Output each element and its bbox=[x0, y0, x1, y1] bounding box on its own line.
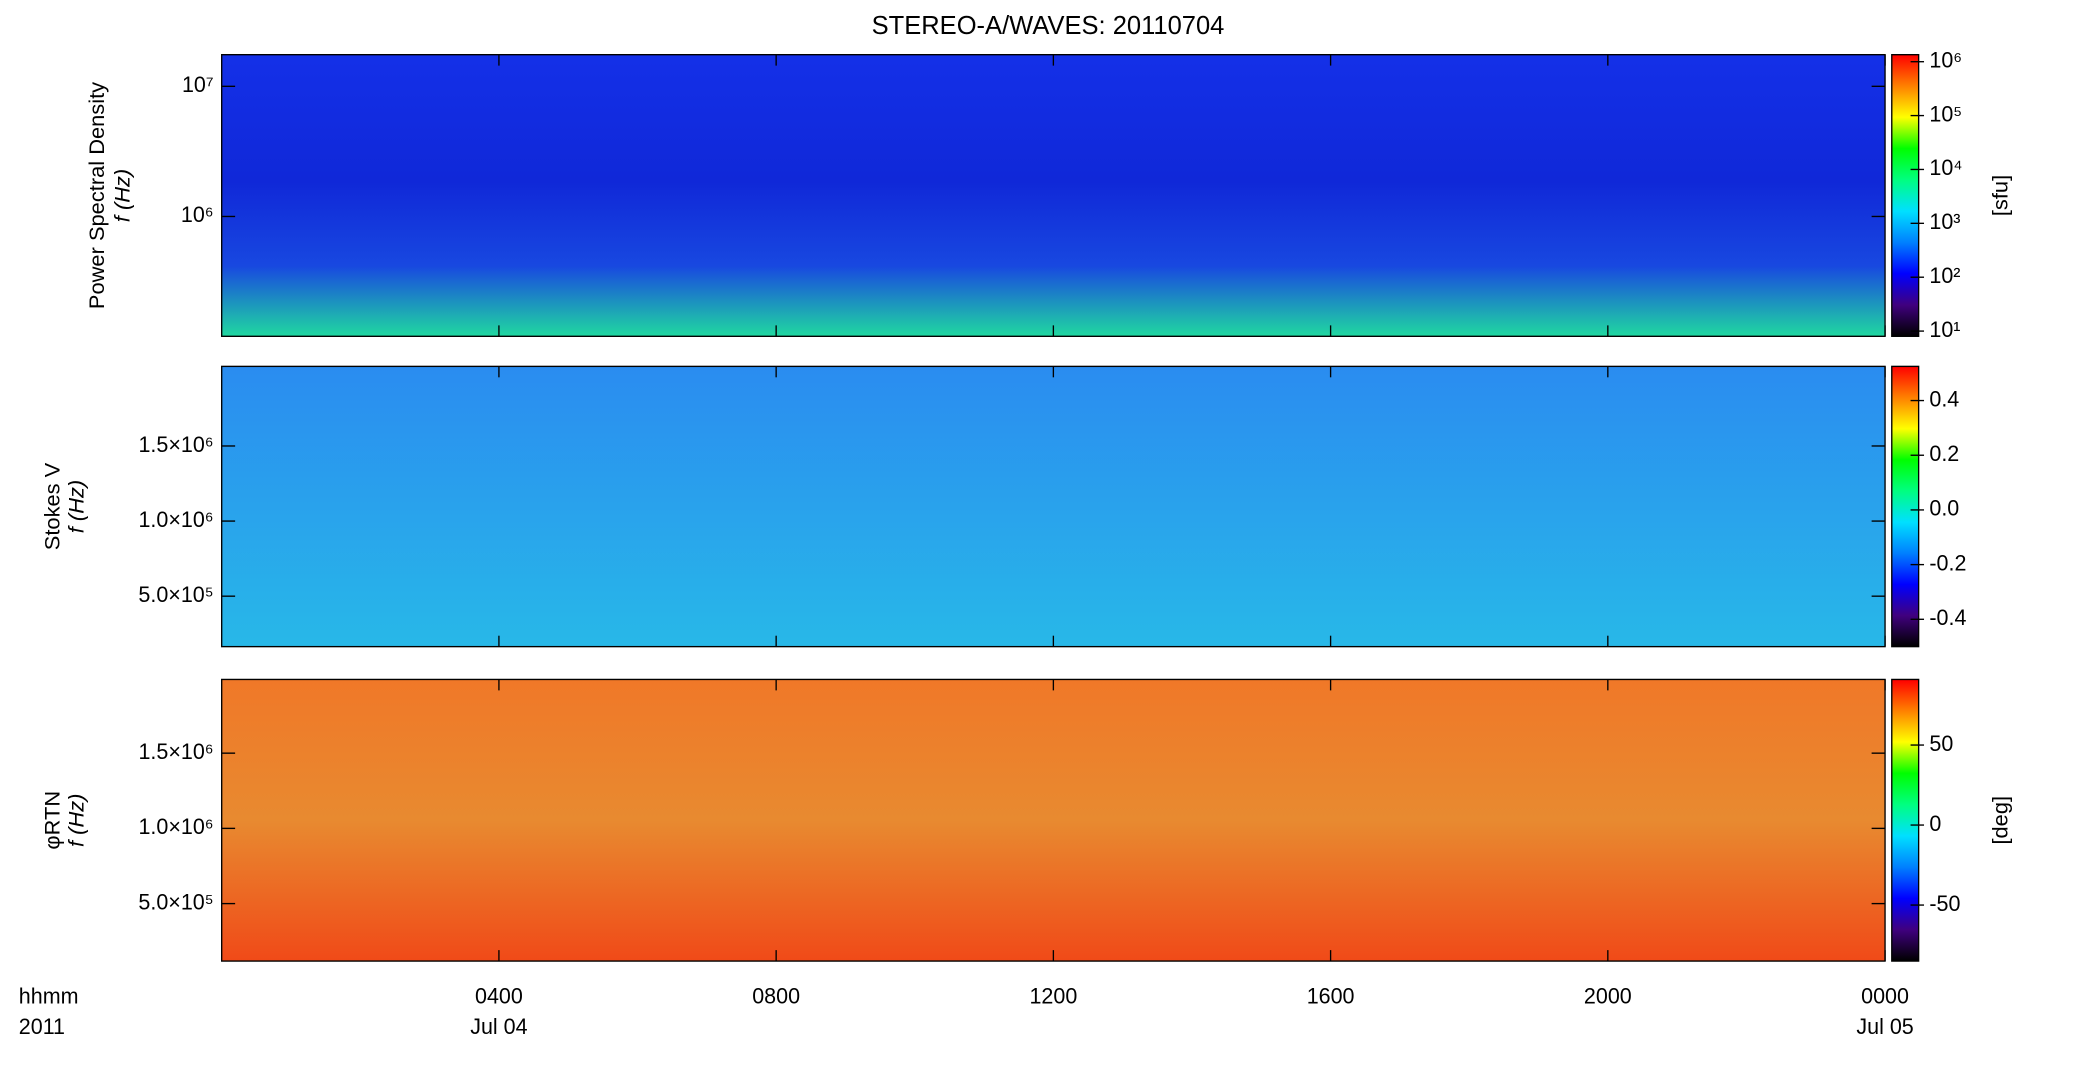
colorbar-label: [sfu] bbox=[1988, 175, 2013, 216]
x-axis-label: 2011 bbox=[19, 1014, 65, 1039]
y-tick-label: 10⁶ bbox=[181, 202, 214, 227]
y-axis-label: f (Hz) bbox=[109, 169, 134, 222]
colorbar bbox=[1891, 365, 1920, 648]
colorbar-label: [deg] bbox=[1988, 796, 2013, 845]
x-tick-label: 1200 bbox=[1029, 984, 1077, 1009]
chart-title: STEREO-A/WAVES: 20110704 bbox=[872, 12, 1225, 40]
y-tick-label: 1.0×10⁶ bbox=[138, 814, 213, 839]
y-axis-label: φRTN bbox=[40, 791, 65, 850]
colorbar bbox=[1891, 678, 1920, 962]
y-tick-label: 1.0×10⁶ bbox=[138, 507, 213, 532]
colorbar-tick-label: 0.2 bbox=[1929, 441, 1959, 466]
colorbar-tick-label: 10⁶ bbox=[1929, 47, 1962, 72]
x-tick-label: 0000 bbox=[1861, 984, 1909, 1009]
x-tick-label: 1600 bbox=[1307, 984, 1355, 1009]
colorbar bbox=[1891, 53, 1920, 337]
colorbar-tick-label: -0.2 bbox=[1929, 550, 1966, 575]
colorbar-tick-label: 10⁵ bbox=[1929, 101, 1962, 126]
colorbar-tick-label: 0.4 bbox=[1929, 386, 1959, 411]
spectrogram bbox=[221, 54, 1886, 337]
y-tick-label: 1.5×10⁶ bbox=[138, 739, 213, 764]
y-tick-label: 1.5×10⁶ bbox=[138, 432, 213, 457]
colorbar-tick-label: 0 bbox=[1929, 811, 1941, 836]
colorbar-tick-label: 0.0 bbox=[1929, 496, 1959, 521]
spectrogram bbox=[221, 366, 1886, 647]
x-date-label: Jul 04 bbox=[470, 1014, 527, 1039]
colorbar-tick-label: 50 bbox=[1929, 731, 1953, 756]
y-tick-label: 5.0×10⁵ bbox=[138, 889, 213, 914]
x-tick-label: 0800 bbox=[752, 984, 800, 1009]
x-axis-label: hhmm bbox=[19, 984, 79, 1009]
y-tick-label: 10⁷ bbox=[182, 72, 214, 97]
colorbar-tick-label: 10² bbox=[1929, 263, 1960, 288]
x-date-label: Jul 05 bbox=[1856, 1014, 1913, 1039]
colorbar-tick-label: -0.4 bbox=[1929, 605, 1966, 630]
x-tick-label: 0400 bbox=[475, 984, 523, 1009]
y-axis-label: Stokes V bbox=[40, 462, 65, 550]
y-axis-label: f (Hz) bbox=[64, 794, 89, 847]
y-tick-label: 5.0×10⁵ bbox=[138, 582, 213, 607]
spectrogram bbox=[221, 679, 1886, 962]
x-tick-label: 2000 bbox=[1584, 984, 1632, 1009]
y-axis-label: f (Hz) bbox=[64, 480, 89, 533]
colorbar-tick-label: 10³ bbox=[1929, 209, 1960, 234]
colorbar-tick-label: 10⁴ bbox=[1929, 155, 1962, 180]
y-axis-label: Power Spectral Density bbox=[84, 82, 109, 309]
colorbar-tick-label: 10¹ bbox=[1929, 317, 1960, 342]
colorbar-tick-label: -50 bbox=[1929, 891, 1960, 916]
